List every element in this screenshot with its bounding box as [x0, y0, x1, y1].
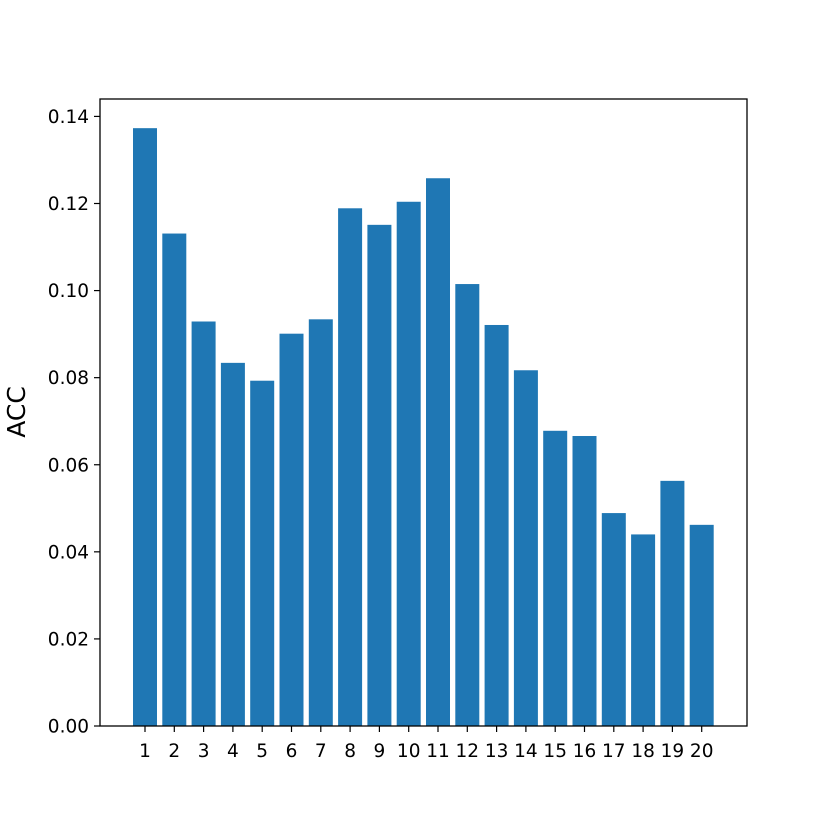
bar-18: [631, 534, 656, 726]
y-tick-label: 0.14: [48, 107, 89, 128]
y-tick-label: 0.04: [48, 542, 89, 563]
bar-3: [191, 321, 216, 726]
y-tick-label: 0.08: [48, 368, 89, 389]
x-tick-label: 14: [514, 741, 538, 762]
bar-8: [338, 208, 363, 727]
bar-10: [396, 201, 421, 726]
x-tick-label: 4: [227, 741, 239, 762]
y-tick-label: 0.02: [48, 629, 89, 650]
x-tick-label: 20: [690, 741, 714, 762]
bar-15: [543, 430, 568, 726]
bars-layer: [133, 128, 714, 727]
bar-14: [513, 370, 538, 726]
bar-16: [572, 436, 597, 726]
bar-17: [601, 513, 626, 726]
x-tick-label: 16: [573, 741, 597, 762]
bar-13: [484, 324, 509, 726]
x-tick-label: 17: [602, 741, 626, 762]
x-tick-label: 13: [485, 741, 509, 762]
x-tick-label: 15: [543, 741, 567, 762]
x-tick-label: 9: [374, 741, 386, 762]
bar-7: [308, 319, 333, 726]
x-tick-label: 12: [456, 741, 480, 762]
x-tick-label: 3: [198, 741, 210, 762]
bar-12: [455, 284, 480, 726]
y-tick-label: 0.10: [48, 281, 89, 302]
bar-11: [426, 178, 450, 726]
bar-5: [250, 380, 275, 726]
x-tick-label: 10: [397, 741, 421, 762]
bar-9: [367, 224, 392, 726]
plot-frame: [99, 98, 748, 727]
bar-6: [279, 333, 304, 726]
bar-1: [133, 128, 157, 727]
bar-20: [689, 524, 714, 726]
y-tick-label: 0.06: [48, 455, 89, 476]
x-tick-label: 1: [139, 741, 151, 762]
x-tick-label: 18: [631, 741, 655, 762]
y-tick-label: 0.00: [48, 717, 89, 738]
x-tick-label: 19: [661, 741, 685, 762]
y-axis-label: ACC: [2, 386, 31, 438]
x-tick-label: 2: [168, 741, 180, 762]
y-axis: 0.00 0.02 0.04 0.06 0.08 0.10 0.12 0.14: [48, 107, 100, 738]
bar-2: [162, 233, 187, 727]
bar-4: [220, 362, 245, 726]
bar-19: [660, 480, 685, 726]
x-tick-label: 8: [344, 741, 356, 762]
y-tick-label: 0.12: [48, 194, 89, 215]
x-axis: 1 2 3 4 5 6 7 8 9 10 11 12 13 14 15 16 17 18 19 20: [139, 726, 713, 762]
x-tick-label: 11: [426, 741, 450, 762]
x-tick-label: 5: [256, 741, 268, 762]
x-tick-label: 7: [315, 741, 327, 762]
x-tick-label: 6: [286, 741, 298, 762]
